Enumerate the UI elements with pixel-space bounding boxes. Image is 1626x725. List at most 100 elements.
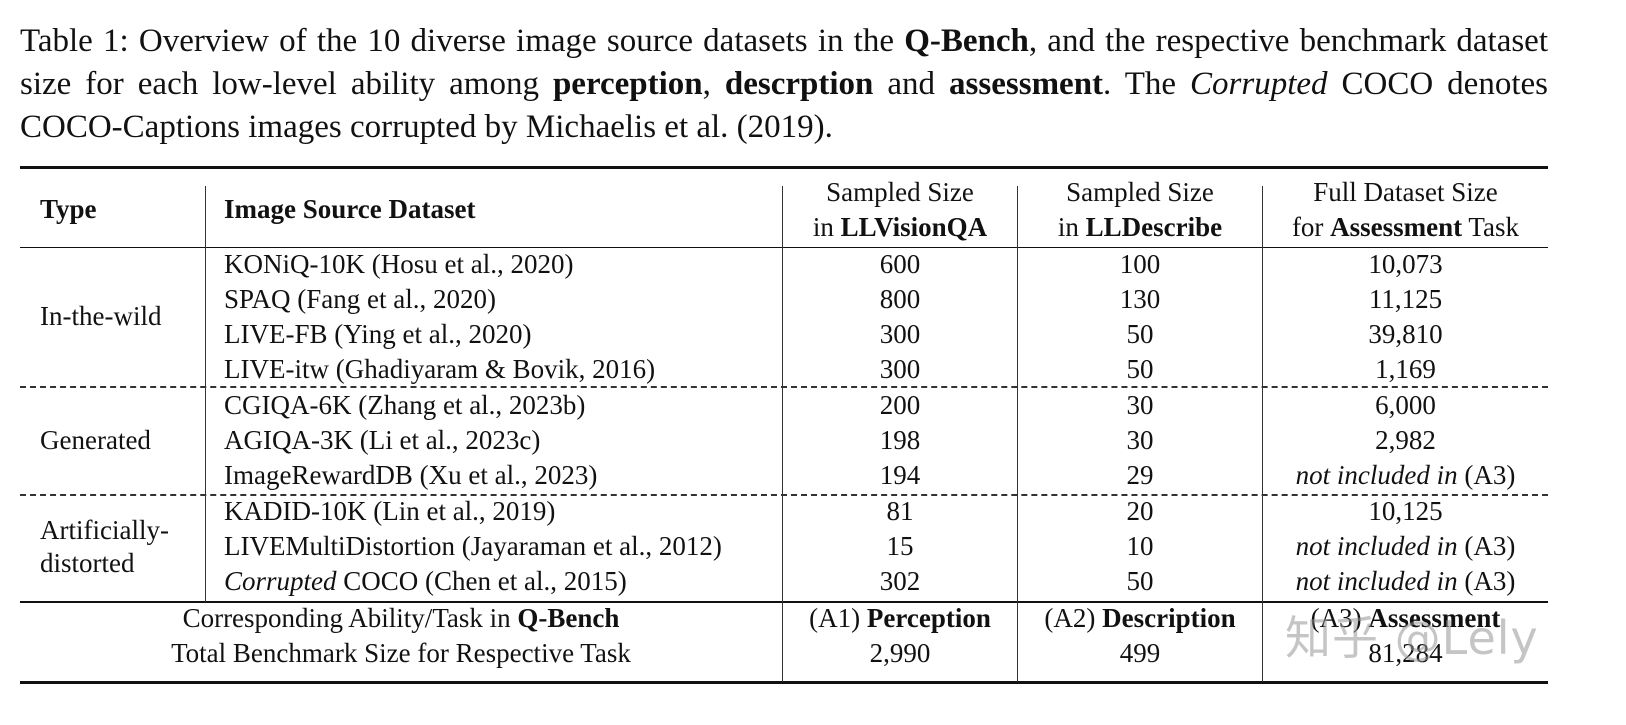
header-text: for: [1291, 212, 1331, 242]
footer-total-label: Total Benchmark Size for Respective Task: [171, 638, 631, 668]
col-divider-llvisionqa: [1017, 186, 1018, 682]
header-lldescribe: Sampled Size in LLDescribe: [1018, 175, 1262, 245]
caption-text: Table 1: Overview of the 10 diverse imag…: [20, 23, 905, 59]
header-line: Sampled Size: [826, 177, 974, 207]
dataset-name-rest: COCO (Chen et al., 2015): [336, 566, 627, 596]
footer-rule: [20, 601, 1548, 603]
caption-text: COCO denotes COCO-Captions images corrup…: [20, 66, 1548, 145]
caption-bold-description: descrption: [724, 66, 874, 102]
total-a1: 2,990: [869, 638, 931, 668]
caption-bold-qbench: Q-Bench: [904, 23, 1029, 59]
header-type: Type: [40, 192, 97, 227]
header-line: for Assessment Task: [1263, 210, 1548, 245]
assessment-size: 39,810: [1368, 319, 1443, 349]
footer-text: Corresponding Ability/Task in: [182, 603, 518, 633]
footer-text: (A3): [1310, 603, 1369, 633]
footer-text: (A1): [809, 603, 867, 633]
llvisionqa-size: 300: [879, 319, 921, 349]
header-line: in LLDescribe: [1018, 210, 1262, 245]
type-artificially-distorted: Artificially-distorted: [40, 514, 169, 580]
col-divider-lldescribe: [1262, 186, 1263, 682]
assessment-note: (A3): [1457, 460, 1516, 490]
footer-ability-label: Corresponding Ability/Task in Q-Bench: [20, 601, 782, 636]
footer-bold: Assessment: [1368, 603, 1501, 633]
dataset-name: LIVEMultiDistortion (Jayaraman et al., 2…: [224, 531, 722, 561]
assessment-size: 10,125: [1368, 496, 1443, 526]
dataset-name-italic: Corrupted: [224, 566, 337, 596]
llvisionqa-size: 198: [879, 425, 921, 455]
caption-bold-assessment: assessment: [949, 66, 1104, 102]
lldescribe-size: 100: [1119, 249, 1161, 279]
dataset-name: SPAQ (Fang et al., 2020): [224, 284, 497, 314]
lldescribe-size: 50: [1126, 566, 1154, 596]
assessment-size: not included in (A3): [1263, 564, 1548, 599]
llvisionqa-size: 200: [879, 390, 921, 420]
caption-italic-corrupted: Corrupted: [1190, 66, 1328, 102]
lldescribe-size: 10: [1126, 531, 1154, 561]
assessment-note-italic: not included in: [1295, 531, 1458, 561]
dataset-name: ImageRewardDB (Xu et al., 2023): [224, 460, 598, 490]
footer-a3: (A3) Assessment: [1263, 601, 1548, 636]
header-bold: Assessment: [1330, 212, 1463, 242]
col-divider-source: [782, 186, 783, 682]
footer-bold: Description: [1102, 603, 1236, 633]
assessment-note: (A3): [1457, 566, 1516, 596]
header-bold: LLDescribe: [1085, 212, 1223, 242]
group-divider-2: [20, 494, 1548, 496]
dataset-name: AGIQA-3K (Li et al., 2023c): [224, 425, 541, 455]
header-text: in: [1057, 212, 1086, 242]
assessment-size: 10,073: [1368, 249, 1443, 279]
type-line: Artificially-: [40, 515, 169, 545]
caption-text: ,: [702, 66, 725, 102]
lldescribe-size: 50: [1126, 354, 1154, 384]
group-divider-1: [20, 386, 1548, 388]
assessment-note-italic: not included in: [1295, 460, 1458, 490]
header-bold: LLVisionQA: [840, 212, 988, 242]
llvisionqa-size: 81: [886, 496, 914, 526]
header-source: Image Source Dataset: [224, 192, 475, 227]
assessment-size: not included in (A3): [1263, 458, 1548, 493]
header-source-label: Image Source Dataset: [224, 194, 476, 224]
lldescribe-size: 20: [1126, 496, 1154, 526]
assessment-size: 2,982: [1375, 425, 1436, 455]
type-generated: Generated: [40, 425, 151, 455]
total-a3: 81,284: [1368, 638, 1443, 668]
caption-text: , and the respective benchmark dataset s…: [20, 23, 1548, 102]
dataset-name: KONiQ-10K (Hosu et al., 2020): [224, 249, 574, 279]
header-text: in: [812, 212, 841, 242]
watermark: 知乎 @Lely: [1285, 611, 1539, 665]
type-line: distorted: [40, 548, 135, 578]
footer-text: (A2): [1044, 603, 1103, 633]
header-line: Sampled Size: [1066, 177, 1214, 207]
llvisionqa-size: 302: [879, 566, 921, 596]
header-text: Task: [1462, 212, 1520, 242]
lldescribe-size: 50: [1126, 319, 1154, 349]
bottom-rule: [20, 681, 1548, 684]
top-rule: [20, 166, 1548, 169]
total-a2: 499: [1119, 638, 1161, 668]
header-rule: [20, 247, 1548, 248]
header-llvisionqa: Sampled Size in LLVisionQA: [783, 175, 1017, 245]
dataset-name: KADID-10K (Lin et al., 2019): [224, 496, 556, 526]
llvisionqa-size: 194: [879, 460, 921, 490]
dataset-name: Corrupted COCO (Chen et al., 2015): [224, 564, 627, 599]
header-line: Full Dataset Size: [1313, 177, 1498, 207]
footer-a2: (A2) Description: [1018, 601, 1262, 636]
caption-text: . The: [1103, 66, 1190, 102]
llvisionqa-size: 600: [879, 249, 921, 279]
lldescribe-size: 29: [1126, 460, 1154, 490]
footer-bold: Q-Bench: [517, 603, 620, 633]
footer-a1: (A1) Perception: [783, 601, 1017, 636]
caption-bold-perception: perception: [552, 66, 703, 102]
lldescribe-size: 130: [1119, 284, 1161, 314]
header-type-label: Type: [40, 194, 97, 224]
lldescribe-size: 30: [1126, 390, 1154, 420]
llvisionqa-size: 800: [879, 284, 921, 314]
assessment-note: (A3): [1457, 531, 1516, 561]
assessment-size: 1,169: [1375, 354, 1436, 384]
llvisionqa-size: 15: [886, 531, 914, 561]
assessment-note-italic: not included in: [1295, 566, 1458, 596]
dataset-name: LIVE-FB (Ying et al., 2020): [224, 319, 532, 349]
header-assessment: Full Dataset Size for Assessment Task: [1263, 175, 1548, 245]
lldescribe-size: 30: [1126, 425, 1154, 455]
